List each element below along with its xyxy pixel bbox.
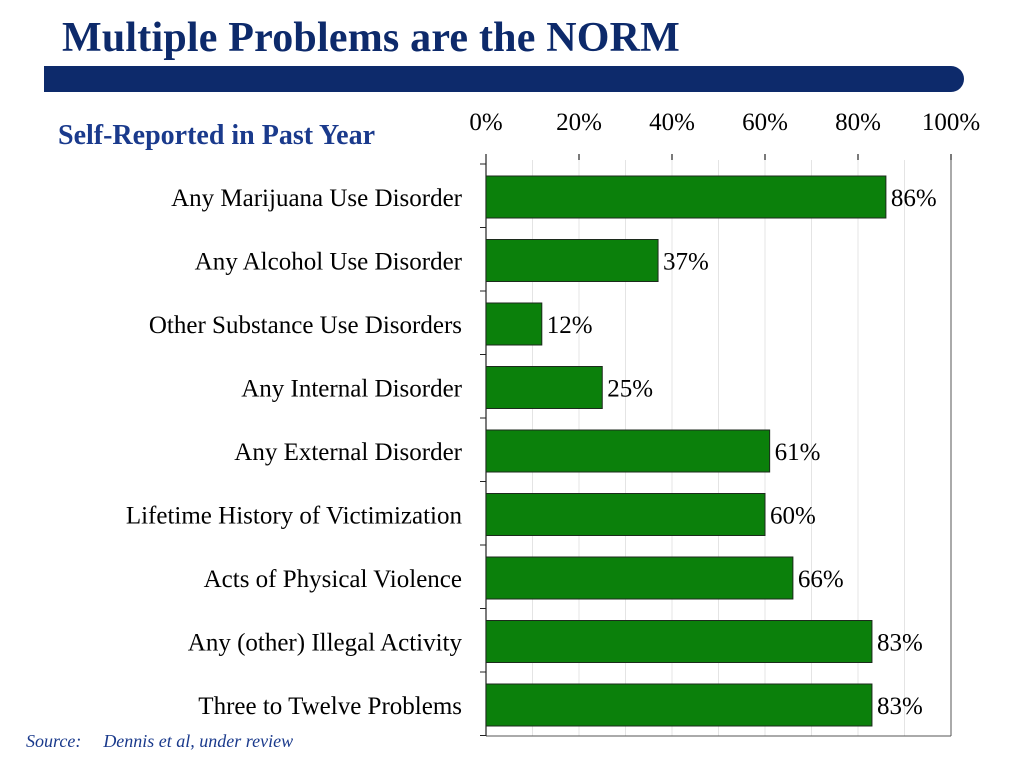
source-note: Source: Dennis et al, under review: [26, 731, 293, 752]
category-label: Acts of Physical Violence: [204, 566, 462, 593]
bar-value-label: 86%: [891, 185, 937, 212]
bar: [485, 175, 887, 219]
x-tick-label: 40%: [649, 109, 695, 136]
bar: [485, 302, 543, 346]
category-label: Any Marijuana Use Disorder: [171, 185, 463, 212]
bar-value-label: 66%: [798, 566, 844, 593]
source-text: Dennis et al, under review: [103, 731, 294, 751]
bar: [485, 493, 766, 536]
source-label: Source:: [26, 731, 82, 751]
bar-value-label: 83%: [877, 693, 923, 720]
bar-value-label: 83%: [877, 630, 923, 657]
bar: [485, 239, 659, 282]
title-bar-shape: [44, 66, 964, 92]
bar-value-label: 60%: [770, 503, 816, 530]
bar-value-label: 37%: [663, 249, 709, 276]
chart-subtitle: Self-Reported in Past Year: [58, 120, 376, 151]
category-label: Any External Disorder: [234, 439, 462, 466]
title-bar: [44, 66, 964, 92]
labels: 0% 20% 40% 60% 80% 100% 86% Any Marijuana Use D…: [126, 109, 980, 720]
category-label: Any Alcohol Use Disorder: [195, 249, 463, 276]
bar-value-label: 25%: [607, 376, 653, 403]
category-label: Any (other) Illegal Activity: [188, 630, 463, 657]
x-tick-label: 20%: [556, 109, 602, 136]
category-label: Any Internal Disorder: [241, 376, 462, 403]
category-label: Three to Twelve Problems: [198, 693, 462, 720]
bar: [485, 620, 873, 663]
x-tick-label: 80%: [835, 109, 881, 136]
slide-title: Multiple Problems are the NORM: [62, 15, 681, 61]
x-tick-label: 60%: [742, 109, 788, 136]
bar: [485, 683, 873, 727]
bars: [485, 175, 887, 727]
x-tick-label: 0%: [469, 109, 502, 136]
category-label: Lifetime History of Victimization: [126, 503, 463, 530]
bar-value-label: 12%: [547, 312, 593, 339]
bar: [485, 556, 794, 600]
category-label: Other Substance Use Disorders: [149, 312, 462, 339]
x-tick-label: 100%: [922, 109, 980, 136]
bar-value-label: 61%: [775, 439, 821, 466]
bar: [485, 429, 771, 473]
bar: [485, 366, 603, 409]
